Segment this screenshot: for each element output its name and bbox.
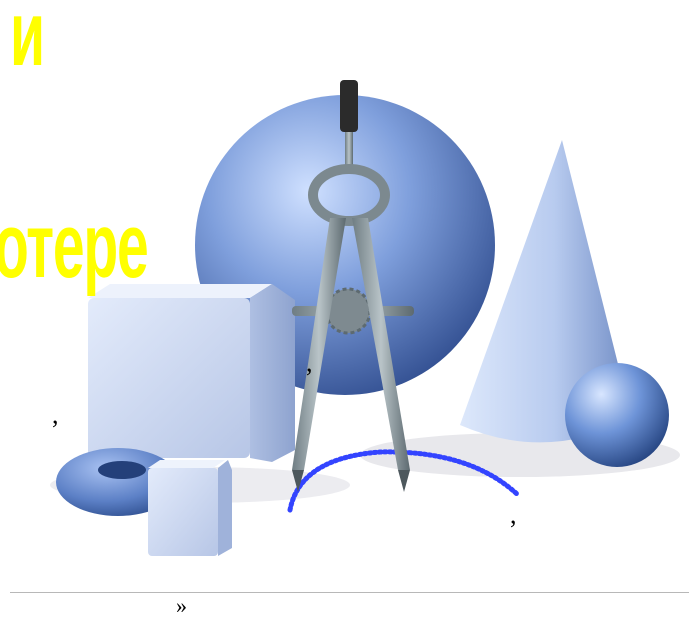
small-cube-top xyxy=(148,460,225,468)
large-cube-side xyxy=(250,284,295,462)
compass-arc xyxy=(287,449,521,513)
headline-line-2: отере xyxy=(0,195,149,297)
comma-mark-bottom: , xyxy=(510,500,517,529)
cone xyxy=(460,140,632,443)
large-cube-front xyxy=(88,298,250,458)
compass xyxy=(292,80,414,492)
footer-divider xyxy=(10,592,689,593)
large-cube-top xyxy=(88,284,272,298)
comma-mark-left: , xyxy=(52,400,59,429)
comma-mark-middle: , xyxy=(306,348,313,377)
headline-line-1: и xyxy=(10,0,45,85)
small-sphere xyxy=(565,363,669,467)
small-cube-front xyxy=(148,468,218,556)
next-page-link[interactable]: » xyxy=(176,593,187,618)
